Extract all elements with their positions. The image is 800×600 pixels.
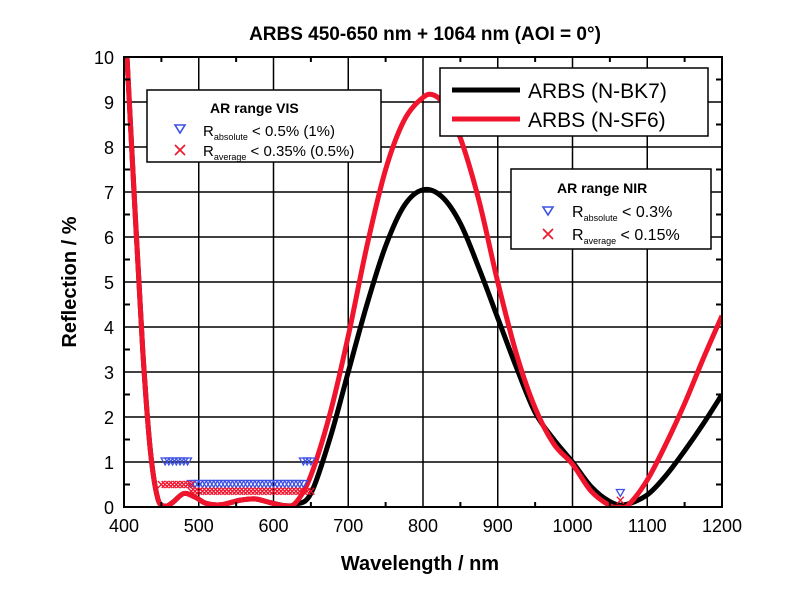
y-tick-label: 4 bbox=[104, 318, 114, 338]
cross-marker bbox=[265, 487, 274, 496]
cross-marker bbox=[273, 487, 282, 496]
y-tick-label: 9 bbox=[104, 93, 114, 113]
cross-marker bbox=[288, 487, 297, 496]
cross-marker bbox=[306, 487, 315, 496]
triangle-marker-icon bbox=[541, 206, 555, 217]
y-tick-label: 1 bbox=[104, 453, 114, 473]
cross-marker bbox=[213, 487, 222, 496]
nir-spec-box: AR range NIR Rabsolute < 0.3% Raverage <… bbox=[510, 168, 712, 250]
cross-marker bbox=[239, 487, 248, 496]
axis-ticks: 400 500 600 700 800 900 1000 1100 1200 0 1 2 3 4 5 6 7 8 9… bbox=[94, 48, 742, 536]
cross-marker bbox=[202, 487, 211, 496]
y-tick-label: 2 bbox=[104, 408, 114, 428]
cross-marker bbox=[269, 487, 278, 496]
cross-marker bbox=[243, 487, 252, 496]
cross-marker bbox=[179, 480, 188, 489]
cross-marker bbox=[284, 487, 293, 496]
triangle-marker bbox=[298, 479, 309, 489]
cross-marker bbox=[194, 487, 203, 496]
x-tick-label: 1200 bbox=[702, 516, 742, 536]
cross-marker bbox=[291, 487, 300, 496]
x-tick-label: 900 bbox=[483, 516, 513, 536]
y-axis-label: Reflection / % bbox=[59, 216, 81, 347]
chart-title: ARBS 450-650 nm + 1064 nm (AOI = 0°) bbox=[249, 24, 601, 45]
cross-marker bbox=[172, 480, 181, 489]
nir-avg-text: Raverage < 0.15% bbox=[572, 227, 680, 246]
x-tick-label: 700 bbox=[333, 516, 363, 536]
cross-marker bbox=[217, 487, 226, 496]
cross-marker bbox=[303, 487, 312, 496]
y-tick-label: 0 bbox=[104, 498, 114, 518]
y-tick-label: 5 bbox=[104, 273, 114, 293]
cross-marker bbox=[168, 480, 177, 489]
legend-label-sf6: ARBS (N-SF6) bbox=[528, 109, 666, 132]
nir-box-title: AR range NIR bbox=[557, 180, 647, 196]
cross-marker bbox=[191, 487, 199, 496]
vis-spec-box: AR range VIS Rabsolute < 0.5% (1%) Raver… bbox=[146, 89, 382, 163]
cross-marker bbox=[258, 487, 267, 496]
cross-marker bbox=[235, 487, 244, 496]
cross-marker bbox=[187, 480, 196, 489]
cross-marker bbox=[295, 487, 304, 496]
cross-marker bbox=[250, 487, 259, 496]
cross-marker-icon bbox=[542, 228, 554, 240]
x-tick-label: 800 bbox=[408, 516, 438, 536]
triangle-marker-icon bbox=[173, 124, 187, 135]
cross-marker bbox=[247, 487, 256, 496]
y-tick-label: 7 bbox=[104, 183, 114, 203]
cross-marker bbox=[161, 480, 170, 489]
cross-marker bbox=[262, 487, 270, 496]
nir-abs-text: Rabsolute < 0.3% bbox=[572, 204, 672, 223]
cross-marker bbox=[232, 487, 241, 496]
cross-marker bbox=[220, 487, 229, 496]
cross-marker bbox=[277, 487, 285, 496]
cross-marker-icon bbox=[174, 144, 186, 156]
x-tick-label: 1000 bbox=[552, 516, 592, 536]
cross-marker bbox=[157, 480, 166, 489]
triangle-marker bbox=[615, 488, 626, 498]
cross-marker bbox=[254, 487, 263, 496]
triangle-marker bbox=[182, 457, 193, 467]
cross-marker bbox=[176, 480, 185, 489]
legend-label-bk7: ARBS (N-BK7) bbox=[528, 80, 667, 103]
y-tick-label: 8 bbox=[104, 138, 114, 158]
cross-marker bbox=[206, 487, 214, 496]
x-tick-label: 600 bbox=[258, 516, 288, 536]
vis-abs-text: Rabsolute < 0.5% (1%) bbox=[203, 123, 335, 142]
cross-marker bbox=[209, 487, 218, 496]
vis-box-title: AR range VIS bbox=[210, 100, 299, 116]
x-tick-label: 400 bbox=[109, 516, 139, 536]
cross-marker bbox=[164, 480, 173, 489]
x-axis-label: Wavelength / nm bbox=[341, 553, 499, 575]
x-tick-label: 500 bbox=[184, 516, 214, 536]
legend: ARBS (N-BK7) ARBS (N-SF6) bbox=[439, 67, 709, 137]
cross-marker bbox=[224, 487, 233, 496]
cross-marker bbox=[280, 487, 289, 496]
vis-avg-text: Raverage < 0.35% (0.5%) bbox=[203, 143, 354, 162]
triangle-marker bbox=[305, 457, 316, 467]
y-tick-label: 3 bbox=[104, 363, 114, 383]
cross-marker bbox=[616, 496, 625, 505]
x-tick-label: 1100 bbox=[628, 516, 667, 536]
cross-marker bbox=[299, 487, 308, 496]
cross-marker bbox=[228, 487, 237, 496]
cross-marker bbox=[198, 487, 207, 496]
spec-markers bbox=[157, 457, 626, 505]
y-tick-label: 6 bbox=[104, 228, 114, 248]
y-tick-label: 10 bbox=[94, 48, 114, 68]
cross-marker bbox=[183, 480, 192, 489]
plot-frame bbox=[123, 56, 723, 508]
cross-marker bbox=[187, 487, 196, 496]
